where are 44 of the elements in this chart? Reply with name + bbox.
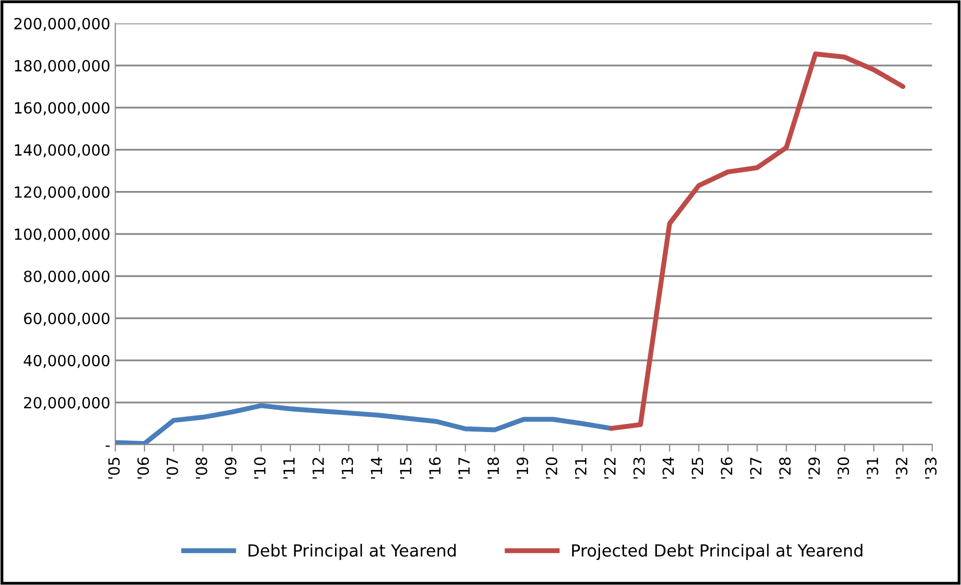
- y-tick-label: 120,000,000: [14, 186, 110, 200]
- x-tick-label: '11: [283, 458, 295, 479]
- x-tick-label: '08: [196, 457, 208, 479]
- x-tick-label: '20: [546, 457, 558, 479]
- y-tick-label: 40,000,000: [24, 354, 110, 368]
- x-tick-label: '21: [574, 458, 586, 479]
- x-tick-label: '28: [779, 457, 791, 479]
- x-tick-label: '14: [370, 457, 382, 479]
- y-tick-label: 20,000,000: [24, 396, 110, 410]
- legend-label: Projected Debt Principal at Yearend: [572, 544, 862, 560]
- x-tick-label: '30: [838, 457, 850, 479]
- x-tick-label: '07: [166, 458, 178, 479]
- y-tick-label: 200,000,000: [14, 18, 110, 31]
- y-tick-label: 140,000,000: [14, 144, 110, 158]
- x-tick-label: '18: [487, 457, 500, 479]
- x-tick-label: '27: [750, 458, 762, 479]
- x-tick-label: '06: [137, 457, 149, 479]
- x-tick-label: '09: [224, 457, 236, 479]
- line-series: [608, 52, 906, 431]
- x-tick-label: '10: [254, 457, 266, 479]
- x-tick-label: '29: [808, 457, 820, 479]
- x-tick-label: '24: [662, 457, 674, 479]
- x-tick-label: '17: [458, 458, 470, 479]
- x-tick-label: '31: [866, 458, 878, 479]
- x-tick-label: '25: [692, 458, 704, 479]
- y-tick-label: 80,000,000: [24, 270, 110, 284]
- x-tick-label: '23: [633, 458, 645, 479]
- x-tick-label: '33: [925, 458, 937, 479]
- x-tick-label: '05: [108, 458, 120, 479]
- x-tick-label: '13: [342, 458, 354, 479]
- x-tick-label: '16: [429, 457, 441, 479]
- x-tick-label: '12: [312, 458, 324, 479]
- legend-label: Debt Principal at Yearend: [248, 544, 456, 560]
- y-tick-label: 180,000,000: [14, 60, 110, 74]
- x-tick-label: '32: [896, 458, 908, 479]
- x-tick-label: '26: [720, 457, 732, 479]
- y-tick-label: -: [106, 446, 110, 447]
- y-tick-label: 160,000,000: [14, 102, 110, 116]
- line-series: [115, 403, 614, 445]
- x-tick-label: '15: [400, 458, 412, 479]
- x-tick-label: '22: [604, 458, 616, 479]
- y-tick-label: 60,000,000: [24, 312, 110, 326]
- x-tick-label: '19: [516, 457, 528, 479]
- y-tick-label: 100,000,000: [14, 228, 110, 242]
